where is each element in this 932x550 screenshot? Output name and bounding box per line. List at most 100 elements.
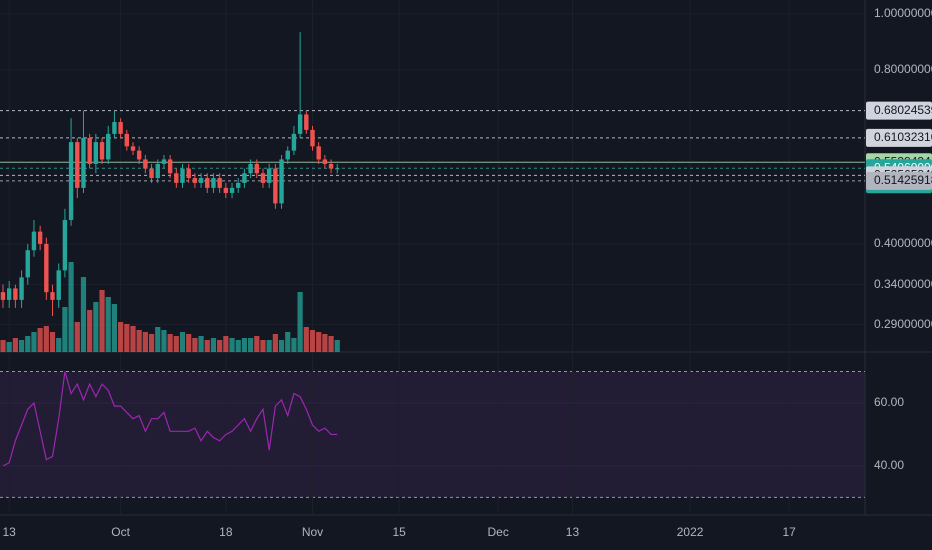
volume-bar — [192, 338, 198, 352]
volume-bar — [198, 336, 204, 352]
volume-bar — [291, 338, 297, 352]
volume-bar — [0, 340, 6, 352]
x-tick-label: Nov — [302, 525, 323, 539]
volume-bar — [322, 334, 328, 352]
x-tick-label: 13 — [566, 525, 580, 539]
x-tick-label: 2022 — [677, 525, 704, 539]
candle-body — [174, 173, 179, 183]
candle-body — [75, 142, 80, 188]
volume-bar — [155, 327, 161, 352]
volume-bar — [37, 328, 43, 352]
rsi-line — [2, 371, 338, 467]
candle-body — [279, 159, 284, 204]
candle-body — [273, 168, 278, 204]
price-badge — [866, 128, 932, 147]
volume-bar — [229, 338, 235, 352]
volume-bar — [136, 330, 142, 352]
y-tick-label: 0.40000000 — [874, 236, 932, 250]
volume-bar — [161, 330, 167, 352]
candle-body — [322, 159, 328, 164]
volume-bar — [142, 332, 148, 352]
candle-body — [124, 133, 129, 147]
candle-body — [81, 137, 86, 188]
volume-bar — [87, 310, 93, 352]
volume-bar — [266, 340, 272, 352]
volume-bar — [223, 336, 229, 352]
y-tick-label: 0.80000000 — [874, 62, 932, 76]
volume-bar — [68, 262, 74, 352]
volume-bar — [12, 338, 18, 352]
candle-body — [118, 122, 123, 134]
rsi-tick-label: 40.00 — [874, 458, 904, 472]
candle-body — [56, 270, 61, 300]
volume-bar — [210, 338, 217, 352]
volume-bar — [303, 327, 309, 352]
volume-bar — [235, 340, 241, 352]
volume-bar — [328, 336, 334, 352]
price-badge-label: 0.68024539 — [874, 103, 932, 117]
candle-body — [68, 142, 74, 220]
candle-body — [13, 288, 18, 300]
y-tick-label: 1.00000000 — [874, 6, 932, 20]
volume-bar — [49, 332, 56, 352]
volume-bar — [148, 334, 155, 352]
rsi-tick-label: 60.00 — [874, 395, 904, 409]
candle-body — [260, 173, 266, 183]
candle-body — [6, 288, 12, 300]
candle-body — [266, 168, 272, 183]
volume-bar — [334, 340, 340, 352]
volume-bar — [105, 297, 111, 352]
candle-body — [149, 168, 154, 179]
candle-body — [180, 168, 185, 183]
candle-body — [236, 182, 241, 188]
candle-body — [31, 231, 37, 251]
volume-bar — [254, 336, 260, 352]
volume-bar — [130, 326, 136, 352]
volume-bar — [99, 290, 105, 352]
volume-bar — [173, 336, 179, 352]
x-tick-label: Dec — [488, 525, 509, 539]
candle-body — [217, 178, 222, 188]
volume-bar — [241, 338, 248, 352]
x-tick-label: 13 — [3, 525, 17, 539]
volume-bar — [31, 332, 37, 352]
candle-body — [112, 122, 117, 134]
volume-bar — [217, 340, 223, 352]
candle-body — [192, 178, 198, 183]
candle-body — [316, 146, 321, 160]
candle-body — [50, 292, 55, 300]
candle-body — [37, 231, 43, 244]
rsi-band-fill — [0, 371, 865, 498]
candle-body — [99, 142, 105, 160]
candle-body — [285, 150, 290, 160]
y-tick-label: 0.29000000 — [874, 317, 932, 331]
candle-body — [186, 168, 191, 179]
volume-bar — [272, 334, 278, 352]
candle-body — [248, 163, 253, 174]
volume-bar — [179, 332, 186, 352]
candle-body — [130, 146, 136, 151]
volume-bar — [111, 304, 118, 352]
candle-body — [304, 114, 309, 130]
volume-bar — [6, 342, 12, 352]
candle-body — [155, 163, 160, 179]
volume-bar — [285, 332, 291, 352]
x-tick-label: 18 — [219, 525, 233, 539]
candle-body — [167, 159, 173, 174]
candle-body — [335, 168, 340, 170]
volume-bar — [316, 332, 322, 352]
candle-body — [136, 150, 142, 160]
price-badge — [866, 101, 932, 120]
price-badge-label: 0.61032310 — [874, 130, 932, 144]
volume-bar — [93, 302, 99, 352]
volume-bar — [278, 340, 285, 352]
price-badge-label: 0.51425918 — [874, 173, 932, 187]
candle-body — [62, 219, 68, 271]
candle-body — [25, 250, 30, 278]
candle-body — [242, 173, 247, 183]
candle-body — [143, 159, 148, 169]
x-tick-label: 17 — [782, 525, 796, 539]
candle-body — [211, 178, 216, 188]
volume-bar — [43, 326, 49, 352]
candle-body — [291, 133, 297, 151]
